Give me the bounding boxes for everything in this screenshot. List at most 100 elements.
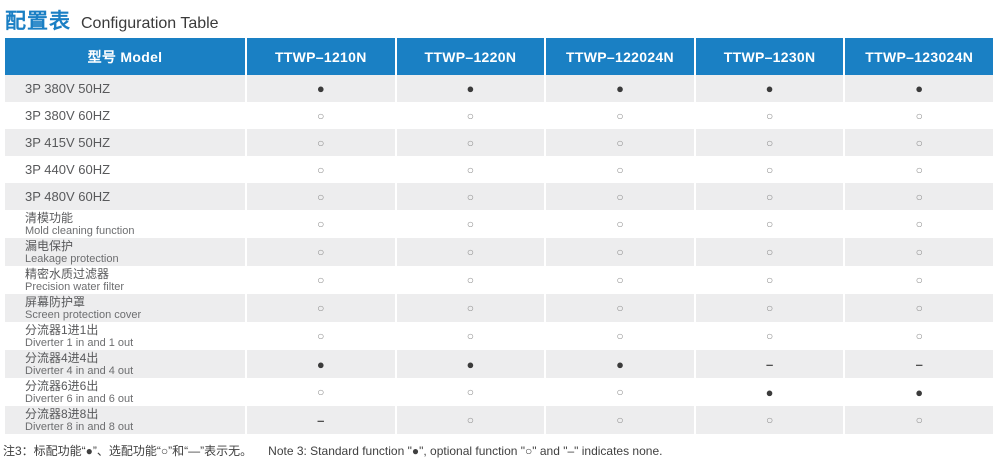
config-cell: ○ [247,102,395,129]
config-cell: ○ [396,210,545,238]
row-label-zh: 分流器6进6出 [25,378,99,393]
row-label-zh: 屏幕防护罩 [25,294,86,309]
footnote-zh: 注3：标配功能“●”、选配功能“○”和“—”表示无。 [3,444,253,458]
empty-circle-icon: ○ [466,135,475,150]
config-cell: ○ [845,266,993,294]
header-model-cell: 型号 Model [5,38,245,75]
row-label-zh: 分流器8进8出 [25,406,99,421]
filled-circle-icon: ● [616,81,624,96]
filled-circle-icon: ● [765,384,774,400]
config-cell: ○ [546,156,694,183]
empty-circle-icon: ○ [317,108,325,123]
config-cell: ○ [396,322,545,350]
config-cell: ○ [695,183,844,210]
empty-circle-icon: ○ [616,189,624,204]
row-label-zh: 3P 440V 60HZ [25,162,111,177]
empty-circle-icon: ○ [466,413,475,427]
empty-circle-icon: ○ [466,189,475,204]
table-row: 分流器8进8出 Diverter 8 in and 8 out – ○ ○ ○ ○ [5,406,993,434]
config-cell: ○ [695,238,844,266]
config-cell: ○ [845,406,993,434]
row-label-zh: 3P 380V 50HZ [25,81,111,96]
row-label: 3P 380V 50HZ [5,75,245,102]
row-label-zh: 分流器1进1出 [25,322,99,337]
page-title: 配置表 Configuration Table [0,0,1000,36]
empty-circle-icon: ○ [915,162,923,177]
empty-circle-icon: ○ [317,245,325,259]
empty-circle-icon: ○ [616,329,624,343]
row-label-zh: 3P 380V 60HZ [25,108,111,123]
table-row: 3P 480V 60HZ ○ ○ ○ ○ ○ [5,183,993,210]
empty-circle-icon: ○ [466,162,475,177]
config-cell: – [695,350,844,378]
empty-circle-icon: ○ [616,301,624,315]
config-cell: ○ [396,238,545,266]
config-cell: ○ [695,156,844,183]
empty-circle-icon: ○ [466,301,475,315]
row-label-en: Diverter 1 in and 1 out [25,336,134,349]
dash-icon: – [317,412,325,428]
configuration-table: 型号 Model TTWP–1210N TTWP–1220N TTWP–1220… [5,38,993,434]
config-cell: ○ [695,294,844,322]
config-cell: ● [396,75,545,102]
row-label: 3P 415V 50HZ [5,129,245,156]
empty-circle-icon: ○ [466,217,475,231]
row-label: 漏电保护 Leakage protection [5,238,245,266]
empty-circle-icon: ○ [616,413,624,427]
empty-circle-icon: ○ [915,189,923,204]
row-label-zh: 3P 480V 60HZ [25,189,111,204]
table-row: 3P 380V 60HZ ○ ○ ○ ○ ○ [5,102,993,129]
config-cell: ○ [546,406,694,434]
config-cell: ○ [247,210,395,238]
empty-circle-icon: ○ [765,245,774,259]
config-cell: ○ [546,294,694,322]
empty-circle-icon: ○ [915,413,923,427]
row-label-en: Diverter 4 in and 4 out [25,364,134,377]
row-label: 精密水质过滤器 Precision water filter [5,266,245,294]
empty-circle-icon: ○ [616,245,624,259]
config-cell: ○ [247,238,395,266]
empty-circle-icon: ○ [466,108,475,123]
config-cell: ○ [845,322,993,350]
empty-circle-icon: ○ [466,385,475,399]
table-row: 3P 440V 60HZ ○ ○ ○ ○ ○ [5,156,993,183]
config-cell: ○ [247,129,395,156]
config-cell: ● [546,75,694,102]
empty-circle-icon: ○ [765,135,774,150]
empty-circle-icon: ○ [466,329,475,343]
config-cell: ○ [845,102,993,129]
table-row: 3P 415V 50HZ ○ ○ ○ ○ ○ [5,129,993,156]
header-column-ttwp-1230n: TTWP–1230N [695,38,844,75]
config-cell: ○ [546,266,694,294]
config-cell: ○ [396,102,545,129]
config-cell: ○ [396,294,545,322]
row-label-en: Leakage protection [25,252,119,265]
footnote: 注3：标配功能“●”、选配功能“○”和“—”表示无。 Note 3: Stand… [3,442,1000,459]
config-cell: ○ [845,183,993,210]
table-row: 屏幕防护罩 Screen protection cover ○ ○ ○ ○ ○ [5,294,993,322]
filled-circle-icon: ● [316,81,325,96]
config-cell: ○ [845,210,993,238]
dash-icon: – [915,356,923,372]
row-label-zh: 3P 415V 50HZ [25,135,111,150]
filled-circle-icon: ● [616,356,624,372]
empty-circle-icon: ○ [317,329,325,343]
table-row: 清模功能 Mold cleaning function ○ ○ ○ ○ ○ [5,210,993,238]
config-cell: ● [695,75,844,102]
config-cell: ○ [695,322,844,350]
config-cell: ○ [845,294,993,322]
config-cell: ○ [396,183,545,210]
config-cell: ○ [247,266,395,294]
config-cell: ○ [396,266,545,294]
row-label: 分流器8进8出 Diverter 8 in and 8 out [5,406,245,434]
config-cell: ● [396,350,545,378]
config-cell: ○ [396,406,545,434]
config-cell: ○ [396,156,545,183]
empty-circle-icon: ○ [616,135,624,150]
header-column-ttwp-123024n: TTWP–123024N [845,38,993,75]
empty-circle-icon: ○ [317,189,325,204]
empty-circle-icon: ○ [765,217,774,231]
config-cell: ● [247,350,395,378]
config-cell: ○ [546,322,694,350]
